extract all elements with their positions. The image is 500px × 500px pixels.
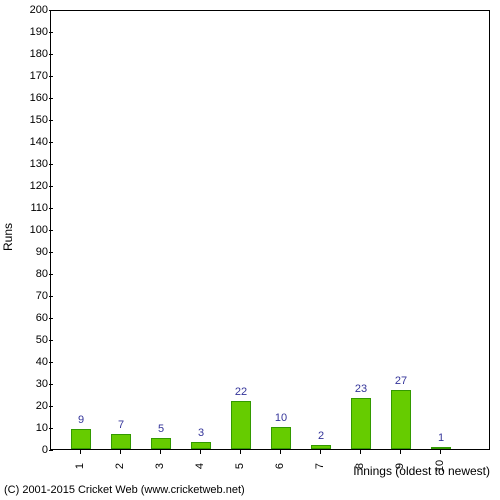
y-tick-label: 160 — [20, 92, 48, 104]
y-tick — [49, 230, 53, 231]
x-tick-label: 6 — [274, 456, 286, 476]
copyright-text: (C) 2001-2015 Cricket Web (www.cricketwe… — [4, 484, 245, 496]
y-tick-label: 190 — [20, 26, 48, 38]
y-tick — [49, 76, 53, 77]
y-tick — [49, 10, 53, 11]
y-tick-label: 40 — [20, 356, 48, 368]
y-axis-label: Runs — [1, 223, 15, 251]
y-tick-label: 110 — [20, 202, 48, 214]
bar — [391, 390, 411, 449]
bar-value-label: 9 — [78, 414, 84, 426]
x-tick — [240, 450, 241, 454]
y-tick — [49, 164, 53, 165]
bar — [71, 429, 91, 449]
bar — [351, 398, 371, 449]
bar-value-label: 27 — [395, 375, 407, 387]
y-tick-label: 140 — [20, 136, 48, 148]
y-tick-label: 30 — [20, 378, 48, 390]
y-tick-label: 90 — [20, 246, 48, 258]
x-tick — [320, 450, 321, 454]
bar-value-label: 10 — [275, 412, 287, 424]
y-tick — [49, 318, 53, 319]
y-tick-label: 120 — [20, 180, 48, 192]
bar — [111, 434, 131, 449]
y-tick — [49, 340, 53, 341]
x-tick-label: 7 — [314, 456, 326, 476]
x-tick — [200, 450, 201, 454]
x-axis-label: Innings (oldest to newest) — [353, 464, 490, 478]
y-tick — [49, 98, 53, 99]
y-tick-label: 80 — [20, 268, 48, 280]
bar-value-label: 23 — [355, 383, 367, 395]
bar — [271, 427, 291, 449]
y-tick — [49, 186, 53, 187]
y-tick-label: 130 — [20, 158, 48, 170]
y-tick — [49, 54, 53, 55]
x-tick-label: 2 — [114, 456, 126, 476]
y-tick-label: 100 — [20, 224, 48, 236]
bar-value-label: 1 — [438, 432, 444, 444]
x-tick — [440, 450, 441, 454]
y-tick-label: 20 — [20, 400, 48, 412]
bar-value-label: 22 — [235, 386, 247, 398]
bar — [151, 438, 171, 449]
x-tick-label: 5 — [234, 456, 246, 476]
y-tick — [49, 362, 53, 363]
y-tick — [49, 32, 53, 33]
bar-value-label: 3 — [198, 427, 204, 439]
y-tick-label: 0 — [20, 444, 48, 456]
y-tick — [49, 120, 53, 121]
bar-value-label: 2 — [318, 430, 324, 442]
y-tick — [49, 406, 53, 407]
x-tick — [360, 450, 361, 454]
y-tick — [49, 428, 53, 429]
bar — [311, 445, 331, 449]
x-tick — [280, 450, 281, 454]
bar-value-label: 5 — [158, 423, 164, 435]
y-tick-label: 150 — [20, 114, 48, 126]
y-tick-label: 180 — [20, 48, 48, 60]
chart-plot-area: 9 7 5 3 22 10 2 23 27 1 — [50, 10, 490, 450]
bar — [431, 447, 451, 449]
y-tick-label: 10 — [20, 422, 48, 434]
x-tick — [400, 450, 401, 454]
y-tick-label: 70 — [20, 290, 48, 302]
y-tick-label: 200 — [20, 4, 48, 16]
y-tick — [49, 252, 53, 253]
y-tick-label: 170 — [20, 70, 48, 82]
y-tick-label: 60 — [20, 312, 48, 324]
x-tick-label: 1 — [74, 456, 86, 476]
x-tick-label: 4 — [194, 456, 206, 476]
bar-value-label: 7 — [118, 419, 124, 431]
y-tick — [49, 450, 53, 451]
y-tick — [49, 142, 53, 143]
bar — [231, 401, 251, 449]
x-tick — [80, 450, 81, 454]
y-tick — [49, 384, 53, 385]
y-tick — [49, 208, 53, 209]
y-tick-label: 50 — [20, 334, 48, 346]
x-tick — [160, 450, 161, 454]
bar — [191, 442, 211, 449]
x-tick — [120, 450, 121, 454]
y-tick — [49, 274, 53, 275]
y-tick — [49, 296, 53, 297]
y-axis: 0102030405060708090100110120130140150160… — [20, 10, 50, 450]
x-tick-label: 3 — [154, 456, 166, 476]
